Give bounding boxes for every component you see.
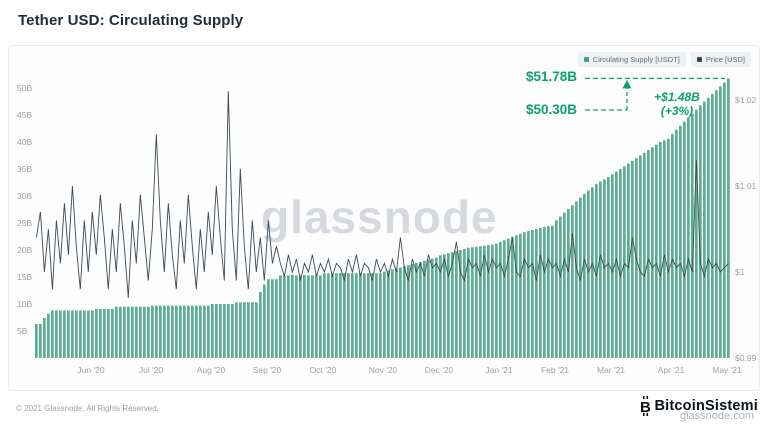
copyright-text: © 2021 Glassnode. All Rights Reserved. <box>16 404 159 413</box>
annotation-delta-amount: +$1.48B <box>654 90 700 104</box>
axis-tick-label: $1.01 <box>735 181 757 191</box>
annotation-current-supply: $51.78B <box>525 69 577 84</box>
axis-tick-label: 40B <box>17 137 32 147</box>
annotation-delta: +$1.48B (+3%) <box>633 90 721 119</box>
glassnode-url-watermark: glassnode.com <box>680 410 754 422</box>
axis-tick-label: Sep '20 <box>253 365 282 375</box>
axis-tick-label: Jul '20 <box>139 365 164 375</box>
axis-tick-label: $1.02 <box>735 95 757 105</box>
legend-supply-label: Circulating Supply [USDT] <box>592 55 680 64</box>
axis-tick-label: Jan '21 <box>485 365 512 375</box>
brand-name: BitcoinSistemi <box>654 398 758 414</box>
axis-tick-label: 50B <box>17 83 32 93</box>
axis-tick-label: Mar '21 <box>597 365 625 375</box>
axis-tick-label: 10B <box>17 299 32 309</box>
axis-tick-label: 30B <box>17 191 32 201</box>
axis-tick-label: 45B <box>17 110 32 120</box>
axis-tick-label: 5B <box>17 326 28 336</box>
legend-supply-dot-icon <box>583 57 589 62</box>
supply-bars <box>35 78 730 359</box>
chart-legend: Circulating Supply [USDT] Price [USD] <box>577 52 751 67</box>
svg-text:B: B <box>640 399 651 416</box>
bitcoin-icon: B <box>640 396 651 416</box>
legend-item-price[interactable]: Price [USD] <box>690 52 751 67</box>
annotation-previous-supply: $50.30B <box>525 102 577 117</box>
axis-tick-label: Jun '20 <box>77 365 104 375</box>
axis-tick-label: 20B <box>17 245 32 255</box>
price-line <box>35 91 729 298</box>
axis-tick-label: $0.99 <box>735 353 757 363</box>
axis-tick-label: Nov '20 <box>369 365 398 375</box>
axis-tick-label: Apr '21 <box>658 365 685 375</box>
axis-tick-label: 25B <box>17 218 32 228</box>
glassnode-watermark: glassnode <box>261 191 498 243</box>
axis-tick-label: Oct '20 <box>310 365 337 375</box>
axis-tick-label: Aug '20 <box>197 365 226 375</box>
axis-tick-label: $1 <box>735 267 745 277</box>
legend-price-dot-icon <box>696 57 702 62</box>
axis-tick-label: Dec '20 <box>425 365 454 375</box>
axis-tick-label: May '21 <box>712 365 742 375</box>
bitcoinsistemi-logo: B BitcoinSistemi <box>637 396 758 416</box>
axis-tick-label: 35B <box>17 164 32 174</box>
chart-plot-area[interactable]: 5B 10B 15B 20B 25B 30B 35B 40B 45B 50B $0.99 $1 $1.0… <box>9 46 759 390</box>
legend-price-label: Price [USD] <box>705 55 745 64</box>
delta-arrow-head <box>622 79 632 89</box>
page-title: Tether USD: Circulating Supply <box>18 12 244 29</box>
axis-tick-label: Feb '21 <box>541 365 569 375</box>
chart-card: Circulating Supply [USDT] Price [USD] gl… <box>8 45 760 391</box>
brand-footer: glassnode.com B BitcoinSistemi <box>588 394 758 426</box>
annotation-delta-percent: (+3%) <box>660 104 694 119</box>
legend-item-circulating-supply[interactable]: Circulating Supply [USDT] <box>577 52 686 67</box>
axis-tick-label: 15B <box>17 272 32 282</box>
